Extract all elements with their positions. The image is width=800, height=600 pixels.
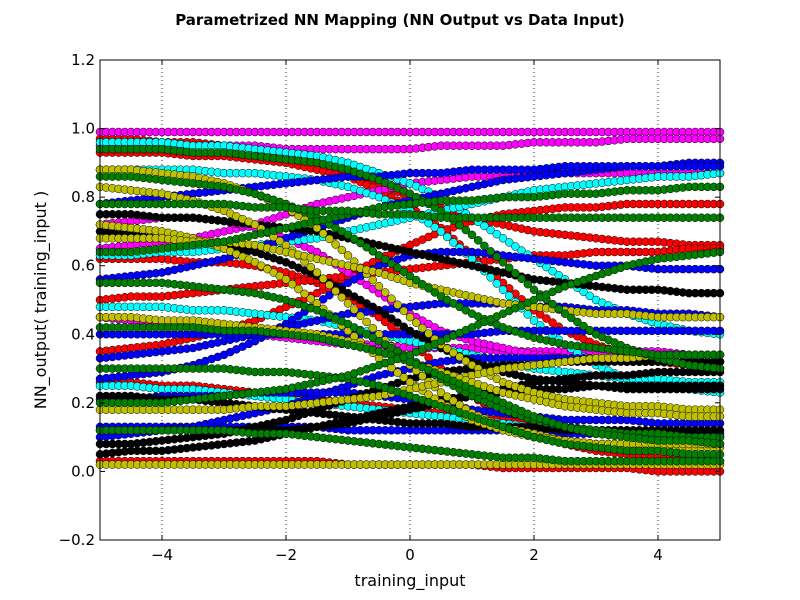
y-tick-label: 0.2: [71, 394, 95, 412]
x-tick-label: 4: [653, 546, 663, 564]
data-point: [399, 306, 409, 316]
data-point: [436, 227, 446, 236]
data-point: [442, 232, 452, 242]
data-point: [331, 240, 340, 249]
data-point: [368, 323, 378, 333]
data-point: [411, 318, 421, 327]
data-point: [318, 274, 328, 283]
data-point: [343, 299, 353, 308]
data-point: [349, 305, 359, 314]
data-point: [511, 269, 520, 278]
data-point: [325, 280, 334, 290]
data-point: [498, 258, 508, 267]
data-layer: [95, 127, 725, 476]
x-axis-label: training_input: [354, 571, 465, 591]
x-tick-label: 0: [405, 546, 415, 564]
data-point: [380, 288, 390, 297]
data-point: [486, 273, 495, 282]
y-tick-label: 1.2: [71, 51, 95, 69]
data-point: [480, 241, 489, 251]
data-point: [517, 274, 526, 283]
y-tick-label: −0.2: [59, 531, 95, 549]
data-point: [362, 317, 371, 327]
x-tick-label: −2: [275, 546, 297, 564]
data-point: [337, 293, 347, 302]
data-point: [486, 247, 495, 256]
data-point: [306, 262, 316, 272]
y-tick-label: 1.0: [71, 120, 95, 138]
series-8: [95, 127, 725, 137]
data-point: [318, 229, 328, 238]
data-point: [424, 329, 433, 338]
data-point: [504, 291, 514, 301]
data-point: [393, 300, 402, 310]
x-tick-label: 2: [529, 546, 539, 564]
y-axis-label: NN_output( training_input ): [31, 191, 51, 410]
data-point: [343, 251, 353, 260]
data-point: [523, 279, 533, 289]
data-point: [542, 314, 551, 323]
x-tick-label: −4: [151, 546, 173, 564]
data-point: [387, 294, 396, 303]
data-point: [337, 245, 347, 255]
chart-title: Parametrized NN Mapping (NN Output vs Da…: [175, 11, 625, 29]
data-point: [325, 234, 334, 244]
data-point: [473, 236, 483, 245]
y-tick-label: 0.8: [71, 188, 95, 206]
data-point: [418, 371, 427, 381]
data-point: [405, 312, 415, 322]
data-point: [418, 323, 427, 333]
y-tick-label: 0.6: [71, 257, 95, 275]
data-point: [449, 238, 458, 247]
data-point: [356, 311, 365, 321]
data-point: [374, 282, 384, 291]
y-tick-label: 0.4: [71, 325, 95, 343]
data-point: [331, 286, 340, 296]
data-point: [498, 285, 508, 294]
data-point: [504, 263, 514, 273]
data-point: [368, 275, 378, 285]
y-tick-label: 0.0: [71, 462, 95, 480]
series-9: [95, 134, 725, 154]
data-point: [467, 230, 477, 240]
data-point: [362, 280, 371, 290]
data-point: [312, 268, 322, 277]
data-point: [492, 252, 502, 262]
data-point: [492, 279, 502, 288]
data-point: [523, 310, 533, 319]
